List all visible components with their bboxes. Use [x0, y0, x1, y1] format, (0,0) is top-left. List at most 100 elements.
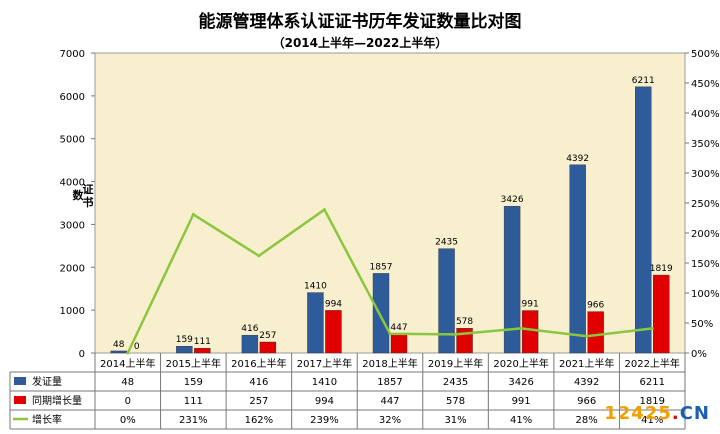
bar [587, 311, 604, 354]
table-cell: 416 [249, 377, 268, 388]
y2-tick-label: 400% [691, 109, 720, 120]
bar [194, 348, 211, 354]
watermark-logo: 12425.CN [604, 403, 710, 424]
table-cell: 41% [641, 415, 663, 426]
bar [176, 345, 193, 354]
legend-label: 发证量 [32, 375, 62, 388]
bar [241, 334, 259, 354]
table-cell: 4392 [574, 377, 599, 388]
bar [325, 310, 342, 354]
y-tick-label: 5000 [60, 135, 85, 146]
bar-value-label: 159 [176, 335, 193, 345]
watermark-dot: . [671, 403, 680, 424]
y-tick-label: 7000 [60, 49, 85, 60]
y2-tick-label: 50% [691, 319, 713, 330]
x-tick-label: 2017上半年 [297, 357, 352, 370]
watermark-suffix: CN [679, 403, 710, 424]
table-cell: 966 [577, 396, 596, 407]
legend-swatch [14, 396, 26, 404]
y2-tick-label: 0% [691, 349, 707, 360]
y2-tick-label: 300% [691, 169, 720, 180]
table-cell: 28% [576, 415, 598, 426]
y2-tick-label: 250% [691, 199, 720, 210]
table-cell: 32% [379, 415, 401, 426]
y2-tick-label: 500% [691, 49, 720, 60]
bar-value-label: 578 [456, 317, 473, 327]
table-cell: 239% [310, 415, 339, 426]
y-axis-label-part: 证 [83, 183, 94, 196]
y-tick-label: 6000 [60, 92, 85, 103]
bar [438, 248, 455, 354]
bar-value-label: 994 [325, 299, 342, 309]
table-cell: 3426 [508, 377, 533, 388]
y2-tick-label: 100% [691, 289, 720, 300]
x-tick-label: 2015上半年 [166, 357, 221, 370]
chart-title: 能源管理体系认证证书历年发证数量比对图 [199, 11, 522, 32]
bar-value-label: 111 [194, 337, 211, 347]
table-cell: 111 [184, 396, 203, 407]
table-cell: 991 [512, 396, 531, 407]
y-axis-label-part: 书 [83, 195, 94, 209]
bar [372, 273, 390, 354]
table-cell: 1819 [639, 396, 664, 407]
table-cell: 162% [245, 415, 274, 426]
bar-value-label: 0 [134, 342, 140, 352]
line-point [454, 332, 458, 336]
table-cell: 6211 [639, 377, 664, 388]
table-cell: 31% [444, 415, 466, 426]
table-cell: 1857 [377, 377, 402, 388]
y2-tick-label: 200% [691, 229, 720, 240]
y-tick-label: 3000 [60, 220, 85, 231]
y2-tick-label: 350% [691, 139, 720, 150]
bar [635, 86, 652, 354]
bar [307, 292, 324, 354]
line-point [322, 208, 326, 212]
table-cell: 159 [184, 377, 203, 388]
bar [569, 164, 586, 354]
x-tick-label: 2019上半年 [428, 357, 483, 370]
table-cell: 0% [120, 415, 136, 426]
line-point [191, 212, 195, 216]
bar-value-label: 3426 [501, 195, 524, 205]
legend-label: 增长率 [32, 413, 62, 426]
bar-value-label: 991 [522, 300, 539, 310]
y-tick-label: 1000 [60, 306, 85, 317]
table-cell: 1410 [312, 377, 337, 388]
chart-subtitle: （2014上半年—2022上半年） [273, 35, 448, 50]
x-tick-label: 2020上半年 [493, 357, 548, 370]
bar-value-label: 257 [259, 331, 276, 341]
bar-value-label: 1819 [650, 264, 673, 274]
y-tick-label: 0 [79, 349, 85, 360]
table-cell: 0 [125, 396, 131, 407]
table-cell: 447 [380, 396, 399, 407]
line-point [519, 326, 523, 330]
table-cell: 578 [446, 396, 465, 407]
x-tick-label: 2018上半年 [362, 357, 417, 370]
bar-value-label: 447 [390, 323, 407, 333]
y-tick-label: 4000 [60, 178, 85, 189]
bar [110, 350, 127, 354]
bar-value-label: 4392 [566, 154, 589, 164]
table-cell: 257 [249, 396, 268, 407]
y-tick-label: 2000 [60, 263, 85, 274]
legend-swatch [14, 377, 26, 385]
x-tick-label: 2022上半年 [624, 357, 679, 370]
bar-value-label: 416 [241, 324, 258, 334]
y2-tick-label: 150% [691, 259, 720, 270]
bar [259, 341, 277, 354]
table-cell: 41% [510, 415, 532, 426]
line-point [650, 326, 654, 330]
x-tick-label: 2021上半年 [559, 357, 614, 370]
line-point [388, 332, 392, 336]
bar [653, 274, 670, 354]
x-tick-label: 2014上半年 [100, 357, 155, 370]
line-point [585, 334, 589, 338]
bar-value-label: 48 [113, 340, 125, 350]
watermark-number: 12425 [604, 403, 672, 424]
table-cell: 2435 [443, 377, 468, 388]
legend-label: 同期增长量 [32, 394, 82, 407]
y2-tick-label: 450% [691, 79, 720, 90]
line-point [257, 254, 261, 258]
